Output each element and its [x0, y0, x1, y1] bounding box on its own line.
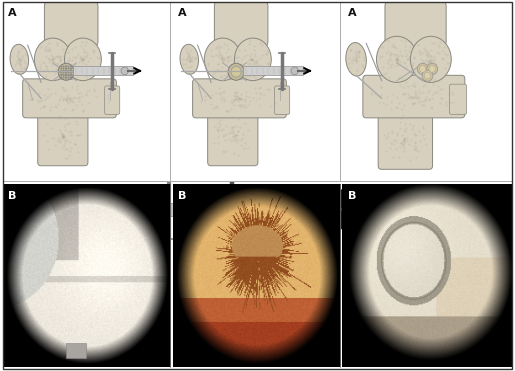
Circle shape: [417, 63, 428, 75]
Ellipse shape: [35, 38, 71, 81]
Ellipse shape: [193, 254, 197, 256]
Ellipse shape: [410, 36, 451, 82]
Circle shape: [427, 63, 438, 75]
Bar: [73, 66, 133, 75]
Circle shape: [231, 66, 241, 77]
Bar: [66, 344, 87, 358]
Bar: [180, 203, 219, 216]
Ellipse shape: [10, 44, 28, 75]
FancyBboxPatch shape: [309, 194, 330, 225]
Bar: [224, 250, 330, 263]
Circle shape: [58, 63, 74, 80]
Circle shape: [422, 70, 433, 81]
Ellipse shape: [205, 259, 209, 261]
FancyBboxPatch shape: [23, 79, 116, 118]
Ellipse shape: [191, 254, 194, 256]
Text: A: A: [8, 8, 16, 18]
Text: A: A: [178, 8, 186, 18]
FancyBboxPatch shape: [38, 107, 88, 166]
FancyBboxPatch shape: [385, 1, 446, 47]
Ellipse shape: [192, 264, 196, 266]
Ellipse shape: [185, 246, 189, 248]
Bar: [136, 203, 185, 216]
FancyBboxPatch shape: [44, 1, 98, 47]
Ellipse shape: [197, 268, 201, 270]
Circle shape: [228, 63, 244, 80]
FancyBboxPatch shape: [326, 190, 343, 229]
Ellipse shape: [185, 258, 189, 260]
Bar: [243, 66, 303, 75]
Ellipse shape: [192, 269, 195, 270]
FancyBboxPatch shape: [193, 79, 286, 118]
FancyBboxPatch shape: [216, 187, 248, 232]
Ellipse shape: [209, 252, 213, 254]
FancyBboxPatch shape: [105, 86, 119, 114]
Ellipse shape: [200, 257, 204, 260]
Bar: [258, 200, 284, 218]
Circle shape: [419, 66, 426, 72]
Ellipse shape: [185, 246, 188, 248]
Bar: [330, 248, 337, 265]
Ellipse shape: [194, 269, 198, 271]
FancyBboxPatch shape: [450, 84, 467, 114]
Circle shape: [121, 67, 128, 75]
Ellipse shape: [184, 263, 188, 266]
FancyBboxPatch shape: [208, 107, 258, 166]
Ellipse shape: [180, 44, 198, 75]
Ellipse shape: [212, 250, 216, 252]
Ellipse shape: [207, 270, 211, 272]
Text: B: B: [178, 191, 186, 201]
Ellipse shape: [196, 247, 199, 249]
Text: B: B: [8, 191, 16, 201]
Text: A: A: [348, 8, 356, 18]
Ellipse shape: [184, 243, 188, 245]
FancyBboxPatch shape: [214, 1, 268, 47]
FancyBboxPatch shape: [178, 232, 226, 281]
Ellipse shape: [376, 36, 417, 82]
Circle shape: [291, 67, 298, 75]
Ellipse shape: [204, 38, 241, 81]
FancyBboxPatch shape: [378, 107, 433, 169]
Ellipse shape: [234, 38, 271, 81]
FancyBboxPatch shape: [363, 75, 465, 118]
Text: B: B: [348, 191, 356, 201]
Circle shape: [429, 66, 436, 72]
Bar: [207, 250, 224, 263]
Ellipse shape: [64, 38, 101, 81]
FancyBboxPatch shape: [282, 190, 313, 229]
Circle shape: [424, 72, 431, 79]
Ellipse shape: [346, 43, 366, 76]
FancyBboxPatch shape: [274, 86, 289, 114]
Ellipse shape: [186, 244, 190, 246]
FancyBboxPatch shape: [244, 193, 259, 226]
